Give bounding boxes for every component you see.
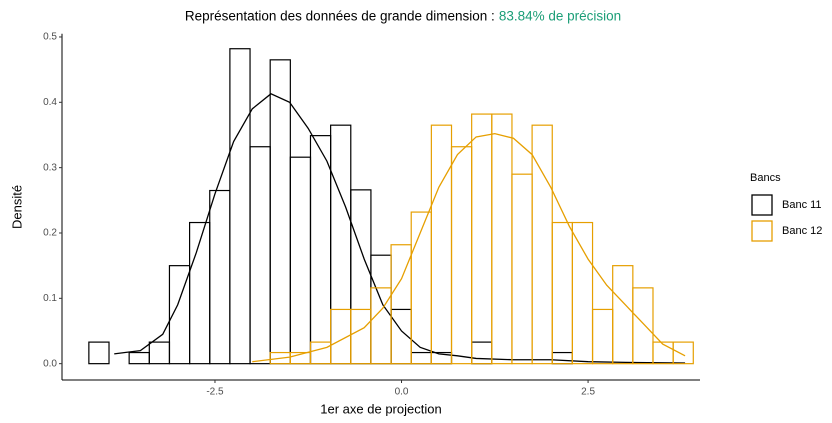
histogram-bar — [410, 351, 432, 365]
density-curve — [252, 133, 686, 363]
histogram-bar — [551, 351, 573, 365]
histogram-bar — [309, 135, 332, 365]
histogram-bar — [471, 113, 493, 365]
histogram-bar — [471, 341, 493, 365]
legend-key — [751, 220, 773, 242]
x-tick-label: 2.5 — [581, 387, 595, 398]
histogram-bar — [209, 189, 231, 365]
histogram-bar — [551, 221, 573, 365]
histogram-bar — [88, 341, 110, 365]
histogram-bar — [612, 265, 634, 365]
histogram-bar — [350, 189, 372, 365]
y-axis-title: Densité — [9, 185, 24, 229]
histogram-bar — [591, 308, 614, 365]
histogram-bar — [632, 287, 654, 365]
histogram-bar — [450, 146, 473, 365]
chart-subtitle: 83.84% de précision — [499, 9, 621, 24]
legend-key — [751, 194, 773, 216]
legend-title: Bancs — [750, 172, 781, 184]
y-tick-label: 0.5 — [43, 32, 57, 43]
histogram-bar — [289, 156, 312, 365]
y-tick-label: 0.3 — [43, 162, 57, 173]
y-tick-label: 0.4 — [43, 97, 57, 108]
histogram-bar — [571, 221, 594, 365]
legend-label: Banc 12 — [782, 225, 822, 237]
legend-label: Banc 11 — [782, 199, 822, 211]
histogram-bar — [652, 341, 674, 365]
histogram-bar — [229, 48, 251, 365]
histogram-bar — [410, 211, 432, 365]
histogram-bar — [309, 341, 332, 365]
histogram-bar — [672, 341, 694, 365]
y-tick-label: 0.2 — [43, 228, 57, 239]
histogram-bar — [269, 59, 291, 365]
y-tick-label: 0.0 — [43, 358, 57, 369]
histogram-bar — [148, 341, 171, 365]
density-curve — [114, 93, 686, 364]
histogram-bar — [430, 124, 453, 365]
x-tick-label: -2.5 — [206, 387, 224, 398]
histogram-bar — [128, 351, 150, 365]
histogram-bar — [330, 124, 352, 365]
histogram-bar — [350, 308, 372, 365]
x-axis-title: 1er axe de projection — [320, 401, 441, 416]
x-tick-label: 0.0 — [395, 387, 409, 398]
y-tick-label: 0.1 — [43, 293, 57, 304]
histogram-bar — [249, 146, 271, 365]
histogram-bar — [491, 113, 513, 365]
chart-title: Représentation des données de grande dim… — [185, 9, 495, 24]
histogram-bar — [511, 173, 533, 365]
